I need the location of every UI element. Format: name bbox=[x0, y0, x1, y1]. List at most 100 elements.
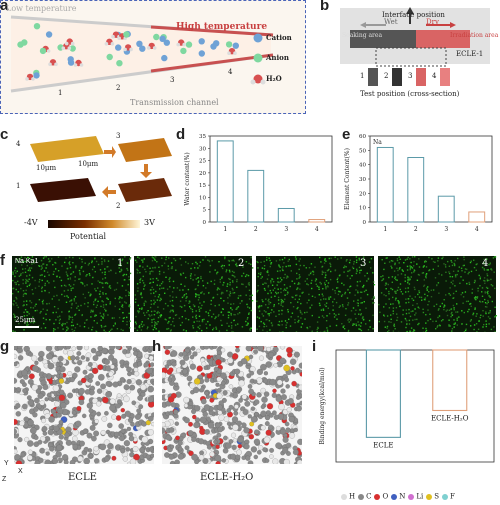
eds-speck bbox=[78, 306, 79, 307]
eds-speck bbox=[487, 280, 488, 281]
eds-speck bbox=[115, 298, 116, 299]
md-atom bbox=[22, 388, 27, 393]
eds-speck bbox=[352, 325, 353, 326]
eds-speck bbox=[42, 301, 43, 302]
eds-speck bbox=[329, 326, 330, 327]
md-atom bbox=[265, 459, 269, 463]
eds-speck bbox=[344, 265, 345, 266]
eds-speck bbox=[394, 263, 395, 264]
eds-speck bbox=[433, 289, 434, 290]
d-xtick-label: 3 bbox=[284, 226, 288, 233]
eds-speck bbox=[409, 331, 410, 332]
eds-speck bbox=[278, 292, 279, 293]
eds-speck bbox=[415, 312, 416, 313]
eds-speck bbox=[246, 286, 247, 287]
eds-speck bbox=[286, 322, 287, 323]
eds-speck bbox=[476, 316, 477, 317]
md-atom bbox=[296, 396, 300, 400]
eds-speck bbox=[370, 267, 371, 268]
eds-speck bbox=[426, 277, 427, 278]
eds-speck bbox=[356, 273, 357, 274]
eds-speck bbox=[126, 317, 127, 318]
eds-speck bbox=[400, 283, 401, 284]
eds-speck bbox=[108, 271, 109, 272]
eds-speck bbox=[399, 306, 400, 307]
eds-speck bbox=[20, 273, 21, 274]
eds-speck bbox=[173, 318, 174, 319]
eds-speck bbox=[477, 297, 478, 298]
eds-speck bbox=[356, 262, 357, 263]
eds-speck bbox=[347, 297, 348, 298]
eds-speck bbox=[319, 303, 320, 304]
eds-speck bbox=[423, 312, 424, 313]
eds-speck bbox=[357, 291, 358, 292]
eds-speck bbox=[196, 321, 197, 322]
eds-speck bbox=[286, 327, 287, 328]
md-atom bbox=[218, 411, 222, 415]
eds-speck bbox=[450, 276, 451, 277]
eds-speck bbox=[334, 313, 335, 314]
eds-speck bbox=[318, 317, 319, 318]
eds-speck bbox=[166, 319, 167, 320]
md-atom bbox=[171, 393, 177, 399]
md-atom bbox=[89, 379, 93, 383]
md-atom bbox=[286, 384, 290, 388]
md-atom bbox=[207, 373, 212, 378]
eds-speck bbox=[346, 260, 347, 261]
eds-speck bbox=[230, 308, 231, 309]
eds-speck bbox=[299, 299, 300, 300]
eds-speck bbox=[139, 308, 140, 309]
md-atom bbox=[289, 416, 295, 422]
eds-speck bbox=[105, 277, 106, 278]
eds-speck bbox=[339, 275, 340, 276]
md-atom bbox=[28, 450, 33, 455]
c-tile-4: 4 bbox=[16, 140, 20, 148]
eds-speck bbox=[12, 273, 13, 274]
eds-speck bbox=[447, 315, 448, 316]
eds-speck bbox=[410, 267, 411, 268]
eds-speck bbox=[84, 322, 85, 323]
eds-speck bbox=[184, 305, 185, 306]
eds-speck bbox=[110, 287, 111, 288]
md-atom bbox=[246, 346, 252, 351]
arrow-4-3 bbox=[104, 146, 116, 158]
eds-speck bbox=[395, 276, 396, 277]
md-atom bbox=[67, 350, 73, 356]
eds-speck bbox=[476, 323, 477, 324]
eds-speck bbox=[91, 262, 92, 263]
eds-speck bbox=[354, 261, 355, 262]
molecule bbox=[34, 23, 40, 29]
eds-speck bbox=[424, 299, 425, 300]
eds-speck bbox=[200, 278, 201, 279]
eds-speck bbox=[233, 272, 234, 273]
eds-speck bbox=[275, 316, 276, 317]
eds-speck bbox=[290, 325, 291, 326]
eds-speck bbox=[208, 312, 209, 313]
eds-speck bbox=[53, 274, 54, 275]
eds-speck bbox=[105, 293, 106, 294]
md-atom bbox=[253, 380, 257, 384]
eds-speck bbox=[372, 298, 373, 299]
eds-speck bbox=[282, 270, 283, 271]
eds-speck bbox=[41, 269, 42, 270]
md-atom bbox=[204, 429, 209, 434]
md-atom bbox=[53, 413, 57, 417]
eds-speck bbox=[453, 271, 454, 272]
eds-speck bbox=[383, 278, 384, 279]
eds-speck bbox=[357, 302, 358, 303]
eds-speck bbox=[96, 315, 97, 316]
eds-speck bbox=[466, 301, 467, 302]
md-atom bbox=[265, 421, 270, 426]
eds-speck bbox=[96, 307, 97, 308]
md-atom bbox=[261, 411, 267, 417]
eds-speck bbox=[229, 270, 230, 271]
e-bar bbox=[469, 212, 485, 222]
eds-speck bbox=[356, 260, 357, 261]
eds-speck bbox=[412, 267, 413, 268]
atom-legend-label: C bbox=[366, 493, 371, 501]
eds-speck bbox=[230, 291, 231, 292]
eds-speck bbox=[93, 301, 94, 302]
eds-speck bbox=[197, 263, 198, 264]
eds-speck bbox=[405, 281, 406, 282]
eds-speck bbox=[12, 288, 13, 289]
